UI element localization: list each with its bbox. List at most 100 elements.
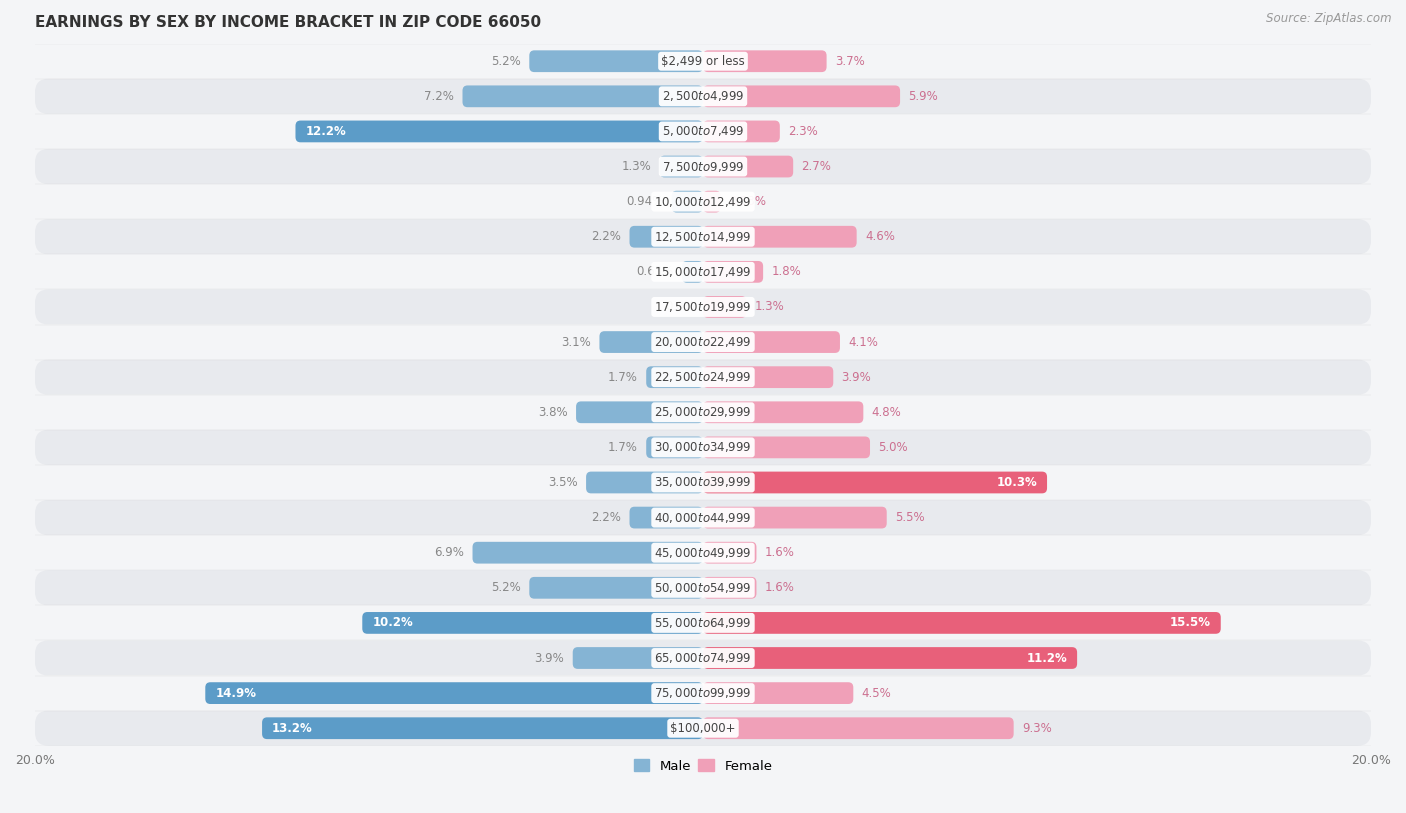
Text: $55,000 to $64,999: $55,000 to $64,999	[654, 616, 752, 630]
Text: 2.7%: 2.7%	[801, 160, 831, 173]
FancyBboxPatch shape	[703, 155, 793, 177]
Text: $40,000 to $44,999: $40,000 to $44,999	[654, 511, 752, 524]
Text: EARNINGS BY SEX BY INCOME BRACKET IN ZIP CODE 66050: EARNINGS BY SEX BY INCOME BRACKET IN ZIP…	[35, 15, 541, 30]
FancyBboxPatch shape	[703, 577, 756, 598]
FancyBboxPatch shape	[586, 472, 703, 493]
Text: 2.2%: 2.2%	[592, 230, 621, 243]
Text: 10.3%: 10.3%	[997, 476, 1038, 489]
FancyBboxPatch shape	[703, 437, 870, 459]
Text: 5.2%: 5.2%	[491, 54, 522, 67]
Text: 5.9%: 5.9%	[908, 89, 938, 102]
FancyBboxPatch shape	[35, 606, 1371, 641]
FancyBboxPatch shape	[35, 79, 1371, 114]
FancyBboxPatch shape	[35, 289, 1371, 324]
Text: 5.2%: 5.2%	[491, 581, 522, 594]
FancyBboxPatch shape	[35, 359, 1371, 395]
Text: 2.3%: 2.3%	[789, 125, 818, 138]
Text: 0.63%: 0.63%	[637, 265, 673, 278]
Text: $10,000 to $12,499: $10,000 to $12,499	[654, 194, 752, 209]
Text: 5.0%: 5.0%	[879, 441, 908, 454]
FancyBboxPatch shape	[682, 261, 703, 283]
Text: $5,000 to $7,499: $5,000 to $7,499	[662, 124, 744, 138]
Text: 4.1%: 4.1%	[848, 336, 879, 349]
FancyBboxPatch shape	[703, 191, 721, 212]
Text: $17,500 to $19,999: $17,500 to $19,999	[654, 300, 752, 314]
Text: $65,000 to $74,999: $65,000 to $74,999	[654, 651, 752, 665]
Text: 0.94%: 0.94%	[626, 195, 664, 208]
FancyBboxPatch shape	[262, 717, 703, 739]
FancyBboxPatch shape	[35, 395, 1371, 430]
FancyBboxPatch shape	[35, 114, 1371, 149]
Text: $100,000+: $100,000+	[671, 722, 735, 735]
FancyBboxPatch shape	[703, 367, 834, 388]
Text: $50,000 to $54,999: $50,000 to $54,999	[654, 580, 752, 595]
FancyBboxPatch shape	[703, 472, 1047, 493]
FancyBboxPatch shape	[35, 184, 1371, 220]
Text: 1.6%: 1.6%	[765, 546, 794, 559]
Text: $25,000 to $29,999: $25,000 to $29,999	[654, 405, 752, 420]
Text: 6.9%: 6.9%	[434, 546, 464, 559]
Text: 4.6%: 4.6%	[865, 230, 894, 243]
FancyBboxPatch shape	[205, 682, 703, 704]
FancyBboxPatch shape	[463, 85, 703, 107]
Text: $15,000 to $17,499: $15,000 to $17,499	[654, 265, 752, 279]
Text: 7.2%: 7.2%	[425, 89, 454, 102]
FancyBboxPatch shape	[35, 535, 1371, 570]
FancyBboxPatch shape	[35, 676, 1371, 711]
FancyBboxPatch shape	[703, 50, 827, 72]
Text: 4.8%: 4.8%	[872, 406, 901, 419]
Text: 1.8%: 1.8%	[772, 265, 801, 278]
Text: 3.7%: 3.7%	[835, 54, 865, 67]
Text: 1.7%: 1.7%	[607, 371, 638, 384]
Text: $2,500 to $4,999: $2,500 to $4,999	[662, 89, 744, 103]
Text: 11.2%: 11.2%	[1026, 651, 1067, 664]
FancyBboxPatch shape	[703, 226, 856, 248]
FancyBboxPatch shape	[630, 506, 703, 528]
Text: $7,500 to $9,999: $7,500 to $9,999	[662, 159, 744, 173]
Text: Source: ZipAtlas.com: Source: ZipAtlas.com	[1267, 12, 1392, 25]
FancyBboxPatch shape	[703, 682, 853, 704]
Text: 5.5%: 5.5%	[896, 511, 925, 524]
FancyBboxPatch shape	[35, 465, 1371, 500]
FancyBboxPatch shape	[576, 402, 703, 423]
FancyBboxPatch shape	[703, 402, 863, 423]
FancyBboxPatch shape	[647, 367, 703, 388]
FancyBboxPatch shape	[703, 717, 1014, 739]
Text: 2.2%: 2.2%	[592, 511, 621, 524]
Text: 3.5%: 3.5%	[548, 476, 578, 489]
Text: 3.9%: 3.9%	[534, 651, 564, 664]
FancyBboxPatch shape	[35, 254, 1371, 289]
Text: $35,000 to $39,999: $35,000 to $39,999	[654, 476, 752, 489]
Text: 3.8%: 3.8%	[538, 406, 568, 419]
FancyBboxPatch shape	[703, 506, 887, 528]
FancyBboxPatch shape	[35, 711, 1371, 746]
FancyBboxPatch shape	[703, 261, 763, 283]
Text: $75,000 to $99,999: $75,000 to $99,999	[654, 686, 752, 700]
Text: $30,000 to $34,999: $30,000 to $34,999	[654, 441, 752, 454]
Text: 9.3%: 9.3%	[1022, 722, 1052, 735]
Text: 0.0%: 0.0%	[665, 301, 695, 314]
FancyBboxPatch shape	[295, 120, 703, 142]
FancyBboxPatch shape	[35, 324, 1371, 359]
Text: 10.2%: 10.2%	[373, 616, 413, 629]
FancyBboxPatch shape	[363, 612, 703, 634]
Text: $12,500 to $14,999: $12,500 to $14,999	[654, 230, 752, 244]
Legend: Male, Female: Male, Female	[628, 754, 778, 778]
FancyBboxPatch shape	[703, 541, 756, 563]
FancyBboxPatch shape	[703, 612, 1220, 634]
FancyBboxPatch shape	[672, 191, 703, 212]
Text: $22,500 to $24,999: $22,500 to $24,999	[654, 370, 752, 385]
FancyBboxPatch shape	[599, 331, 703, 353]
FancyBboxPatch shape	[572, 647, 703, 669]
Text: 12.2%: 12.2%	[305, 125, 346, 138]
Text: 3.9%: 3.9%	[842, 371, 872, 384]
FancyBboxPatch shape	[659, 155, 703, 177]
Text: 4.5%: 4.5%	[862, 687, 891, 700]
Text: 3.1%: 3.1%	[561, 336, 591, 349]
FancyBboxPatch shape	[35, 570, 1371, 606]
FancyBboxPatch shape	[35, 641, 1371, 676]
Text: $20,000 to $22,499: $20,000 to $22,499	[654, 335, 752, 349]
FancyBboxPatch shape	[529, 50, 703, 72]
FancyBboxPatch shape	[703, 647, 1077, 669]
FancyBboxPatch shape	[703, 331, 839, 353]
